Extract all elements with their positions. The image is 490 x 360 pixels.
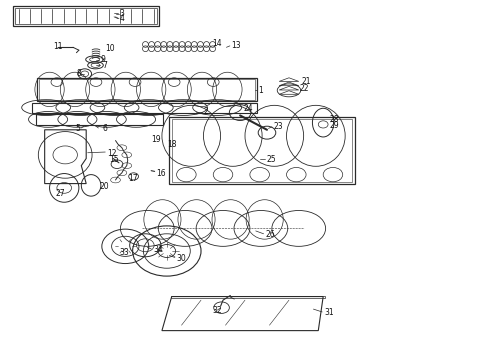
Text: 16: 16 xyxy=(156,169,166,178)
Text: 31: 31 xyxy=(324,308,334,317)
Text: 34: 34 xyxy=(153,245,163,254)
Text: 13: 13 xyxy=(231,41,241,50)
Text: 15: 15 xyxy=(109,156,119,165)
Text: 7: 7 xyxy=(102,61,107,70)
Text: 24: 24 xyxy=(243,104,253,113)
Text: 9: 9 xyxy=(101,55,106,64)
Text: 22: 22 xyxy=(300,84,309,93)
Text: 23: 23 xyxy=(273,122,283,131)
Text: 8: 8 xyxy=(77,69,82,78)
Text: 11: 11 xyxy=(53,42,63,51)
Text: 28: 28 xyxy=(329,115,339,124)
Text: 17: 17 xyxy=(128,174,137,183)
Text: 2: 2 xyxy=(203,107,208,116)
Text: 20: 20 xyxy=(99,182,109,191)
Text: 19: 19 xyxy=(151,135,161,144)
Text: 25: 25 xyxy=(266,155,276,164)
Text: 10: 10 xyxy=(105,44,114,53)
Text: 1: 1 xyxy=(259,86,264,95)
Text: 14: 14 xyxy=(212,39,222,48)
Text: 26: 26 xyxy=(266,230,275,239)
Text: 21: 21 xyxy=(301,77,311,86)
Text: 33: 33 xyxy=(119,248,129,257)
Text: 29: 29 xyxy=(329,121,339,130)
Text: 18: 18 xyxy=(167,140,176,149)
Text: 4: 4 xyxy=(120,14,124,23)
Text: 12: 12 xyxy=(107,149,117,158)
Text: 6: 6 xyxy=(102,124,107,133)
Text: 5: 5 xyxy=(75,124,80,133)
Text: 30: 30 xyxy=(176,254,186,263)
Text: 32: 32 xyxy=(213,306,222,315)
Text: 27: 27 xyxy=(55,189,65,198)
Text: 3: 3 xyxy=(120,9,124,18)
